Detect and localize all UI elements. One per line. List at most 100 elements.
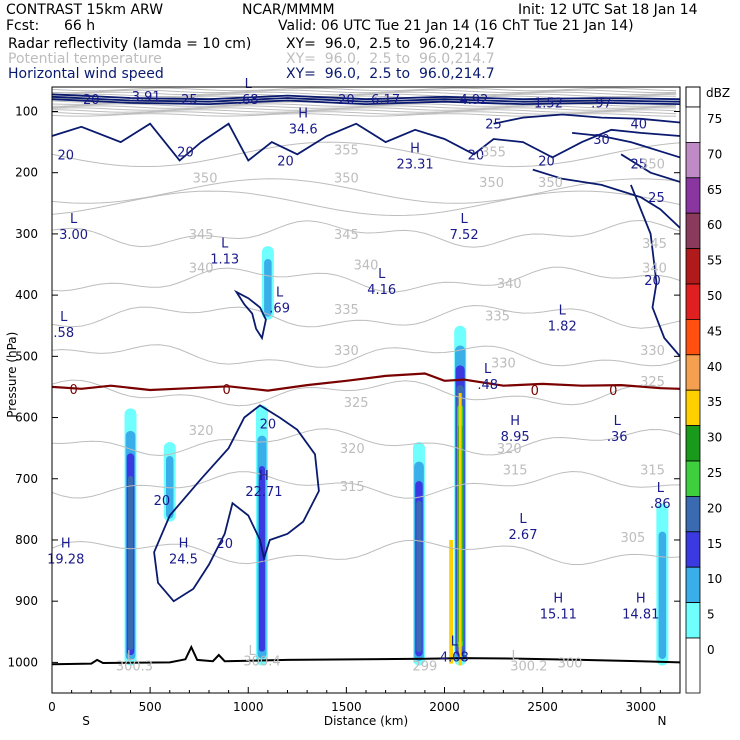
contour-label: .97	[591, 96, 612, 111]
south-label: S	[82, 714, 90, 728]
contour-label: 40	[631, 118, 648, 133]
wind-contour	[233, 289, 267, 341]
colorbar-label: 30	[707, 431, 722, 445]
reflectivity-cell	[166, 455, 174, 519]
contour-label: 330	[491, 356, 516, 371]
colorbar-label: 75	[707, 112, 722, 126]
contour-label: 0	[609, 384, 617, 399]
forecast-hour: 66 h	[64, 18, 96, 34]
theta-contour	[52, 470, 680, 499]
contour-label: 24.5	[169, 552, 198, 567]
contour-label: 330	[334, 344, 359, 359]
contour-label: L	[461, 212, 469, 227]
contour-label: 4.92	[459, 93, 488, 108]
contour-label: 355	[481, 145, 506, 160]
y-tick-label: 700	[15, 472, 38, 486]
contour-label: 315	[340, 480, 365, 495]
contour-label: 20	[277, 154, 294, 169]
contour-label: 8.95	[501, 430, 530, 445]
contour-label: 1.52	[534, 96, 563, 111]
contour-label: 15.11	[540, 607, 577, 622]
colorbar-label: 70	[707, 147, 722, 161]
contour-label: 0	[69, 383, 77, 398]
theta-contour	[52, 428, 680, 457]
contour-label: L	[657, 481, 665, 496]
contour-label: 20	[177, 145, 194, 160]
x-tick-label: 1500	[331, 700, 362, 714]
theta-contour	[52, 141, 680, 168]
contour-label: 340	[189, 262, 214, 277]
colorbar-swatch	[685, 389, 701, 427]
colorbar-label: 0	[707, 643, 715, 657]
contour-label: H	[259, 469, 269, 484]
field-xy-wind: XY= 96.0, 2.5 to 96.0,214.7	[286, 66, 495, 82]
center-name: NCAR/MMMM	[242, 2, 335, 18]
contour-label: 330	[640, 344, 665, 359]
contour-label: 34.6	[289, 123, 318, 138]
contour-label: L	[249, 644, 257, 659]
freezing-level-line	[52, 372, 680, 392]
colorbar-swatch	[685, 212, 701, 249]
contour-label: 3.91	[132, 90, 161, 105]
reflectivity-cell	[264, 259, 272, 317]
x-tick-label: 2000	[429, 700, 460, 714]
model-title: CONTRAST 15km ARW	[6, 2, 164, 18]
theta-contour	[52, 178, 680, 204]
field-name-theta: Potential temperature	[8, 51, 162, 67]
theta-contour-upper	[52, 109, 677, 113]
contour-label: L	[221, 236, 229, 251]
contour-label: 325	[344, 396, 369, 411]
x-tick-label: 3000	[625, 700, 656, 714]
contour-label: 1.82	[548, 320, 577, 335]
contour-label: 25	[631, 158, 648, 173]
contour-label: 325	[640, 375, 665, 390]
contour-label: L	[614, 414, 622, 429]
contour-label: 4.08	[440, 650, 469, 665]
contour-label: 22.71	[245, 485, 282, 500]
theta-contour	[52, 190, 680, 217]
contour-label: 335	[334, 303, 359, 318]
colorbar-label: 10	[707, 572, 722, 586]
colorbar-swatch	[685, 318, 701, 356]
colorbar-swatch	[685, 566, 701, 604]
colorbar-swatch	[685, 602, 701, 639]
colorbar-label: 25	[707, 466, 722, 480]
contour-label: L	[519, 512, 527, 527]
contour-label: 25	[485, 118, 502, 133]
contour-label: H	[553, 591, 563, 606]
theta-contour-upper	[52, 89, 677, 94]
contour-label: L	[512, 649, 520, 664]
contour-label: .36	[607, 430, 628, 445]
contour-label: 3.00	[59, 228, 88, 243]
contour-label: 320	[497, 442, 522, 457]
wind-contour	[52, 122, 680, 162]
theta-contour	[52, 539, 680, 565]
contour-label: 345	[334, 228, 359, 243]
theta-contour-upper	[52, 105, 677, 109]
contour-label: 340	[642, 262, 667, 277]
field-name-reflectivity: Radar reflectivity (lamda = 10 cm)	[8, 36, 252, 52]
contour-label: 20	[216, 537, 233, 552]
wind-contour	[572, 132, 680, 159]
wind-contour	[532, 168, 680, 229]
contour-label: 20	[468, 148, 485, 163]
contour-label: 25	[181, 93, 198, 108]
wind-contour	[620, 153, 680, 183]
colorbar-swatch	[685, 106, 701, 143]
colorbar-swatch	[685, 425, 701, 462]
contour-label: 300	[558, 656, 583, 671]
contour-label: 20	[644, 274, 661, 289]
y-tick-label: 1000	[7, 655, 38, 669]
contour-label: H	[636, 591, 646, 606]
forecast-label: Fcst:	[6, 18, 40, 34]
theta-contour-upper	[52, 111, 677, 115]
contour-label: 355	[334, 143, 359, 158]
contour-label: 19.28	[47, 552, 84, 567]
y-tick-label: 900	[15, 594, 38, 608]
colorbar-label: 65	[707, 183, 722, 197]
contour-label: 20	[57, 148, 74, 163]
contour-label: 30	[593, 133, 610, 148]
contour-label: 25	[648, 191, 665, 206]
north-label: N	[658, 714, 667, 728]
